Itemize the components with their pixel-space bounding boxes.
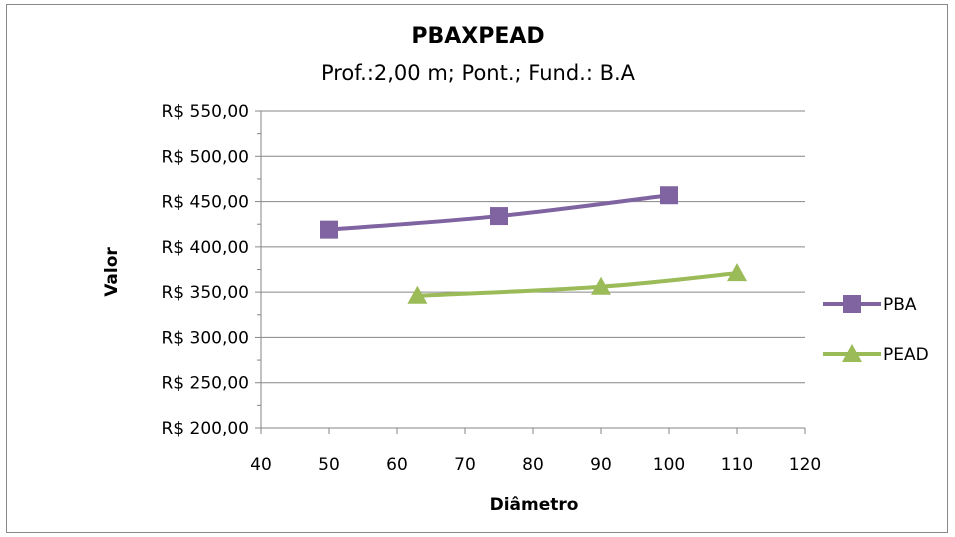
y-tick-label: R$ 250,00	[161, 374, 249, 394]
series-pead	[407, 263, 747, 304]
axes	[255, 110, 806, 434]
y-tick-label: R$ 550,00	[161, 102, 249, 122]
legend-label-pba: PBA	[883, 295, 917, 315]
x-tick-label: 100	[653, 455, 685, 475]
x-tick-label: 110	[721, 455, 753, 475]
y-tick-label: R$ 300,00	[161, 328, 249, 348]
y-tick-label: R$ 400,00	[161, 238, 249, 258]
series-layer	[320, 186, 747, 304]
x-tick-label: 80	[522, 455, 544, 475]
x-tick-label: 60	[386, 455, 408, 475]
legend-item-pba: PBA	[823, 295, 917, 315]
x-tick-label: 120	[789, 455, 821, 475]
chart-subtitle: Prof.:2,00 m; Pont.; Fund.: B.A	[321, 61, 636, 85]
y-tick-label: R$ 200,00	[161, 419, 249, 439]
x-tick-label: 70	[454, 455, 476, 475]
data-point-pead	[727, 263, 747, 282]
data-point-pba	[660, 186, 678, 205]
series-pba	[320, 186, 678, 239]
legend: PBA PEAD	[823, 295, 929, 365]
y-tick-label: R$ 500,00	[161, 147, 249, 167]
x-tick-label: 50	[318, 455, 340, 475]
x-axis-title: Diâmetro	[490, 495, 579, 515]
legend-item-pead: PEAD	[823, 344, 929, 365]
chart-svg: PBAXPEAD Prof.:2,00 m; Pont.; Fund.: B.A…	[102, 24, 929, 515]
y-tick-label: R$ 450,00	[161, 193, 249, 213]
data-point-pba	[320, 220, 338, 239]
chart-frame: PBAXPEAD Prof.:2,00 m; Pont.; Fund.: B.A…	[6, 4, 948, 533]
legend-marker-pead	[842, 344, 862, 362]
x-tick-label: 90	[590, 455, 612, 475]
chart-title: PBAXPEAD	[411, 24, 544, 49]
legend-label-pead: PEAD	[883, 345, 929, 365]
grid-lines	[261, 110, 805, 384]
y-axis-title: Valor	[102, 247, 122, 297]
x-tick-label: 40	[250, 455, 272, 475]
data-point-pead	[407, 285, 428, 304]
data-point-pead	[591, 276, 611, 295]
y-tick-label: R$ 350,00	[161, 283, 249, 303]
data-point-pba	[490, 207, 508, 226]
tick-labels: R$ 200,00 R$ 250,00 R$ 300,00 R$ 350,00 R$ 4…	[161, 102, 821, 475]
legend-marker-pba	[843, 295, 861, 313]
